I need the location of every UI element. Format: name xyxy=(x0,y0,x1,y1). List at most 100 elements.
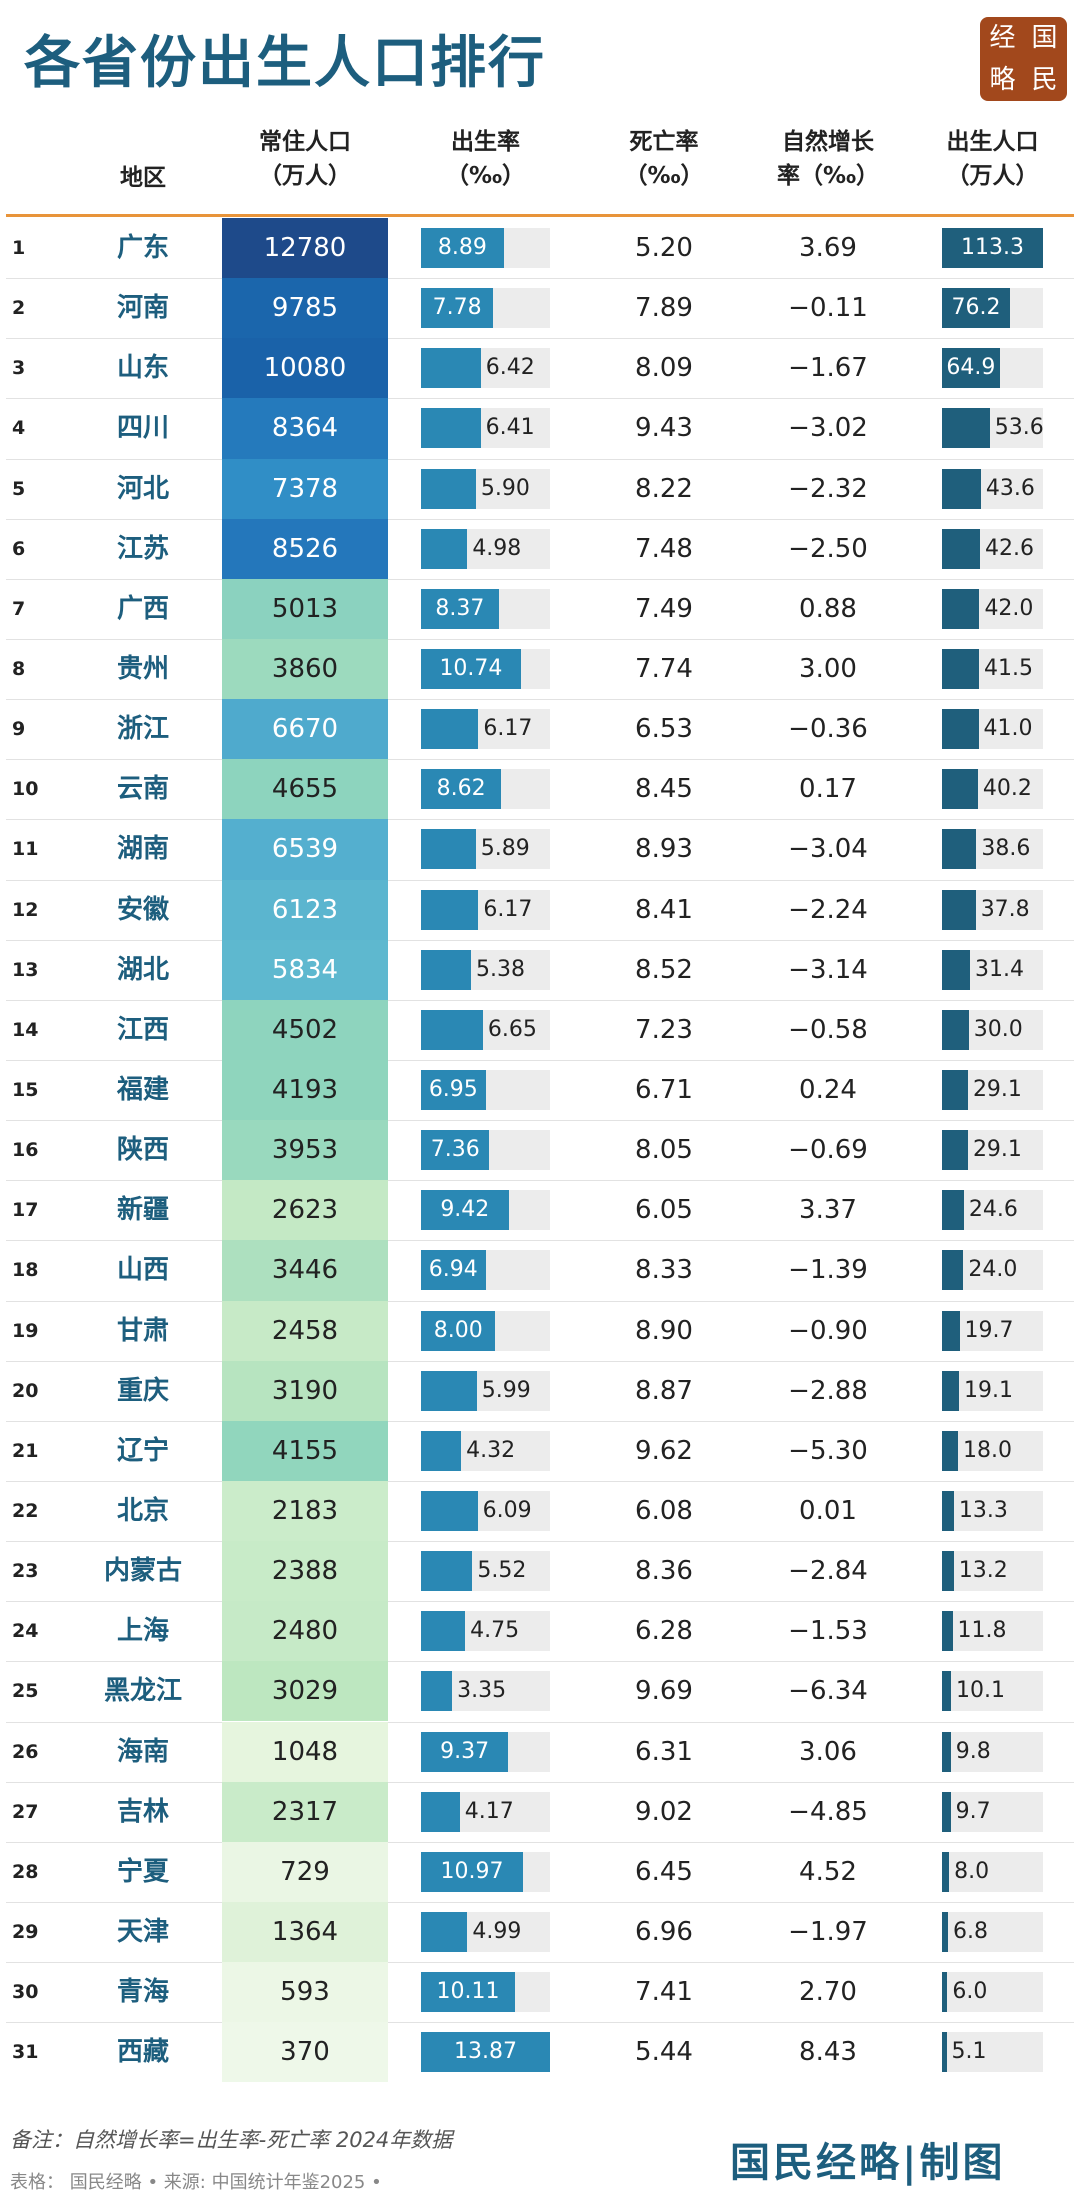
row-separator xyxy=(6,1480,1074,1482)
rank: 15 xyxy=(12,1078,39,1101)
bar-label: 10.97 xyxy=(440,1858,504,1884)
bar xyxy=(942,829,977,870)
bar-label: 6.42 xyxy=(485,355,535,381)
population: 12780 xyxy=(222,218,388,279)
region: 山东 xyxy=(116,353,169,384)
row-separator xyxy=(6,1240,1074,1242)
bar-label: 5.1 xyxy=(951,2039,987,2065)
row-separator xyxy=(6,699,1074,701)
death-rate: 7.23 xyxy=(635,1014,693,1045)
rank: 17 xyxy=(12,1199,39,1222)
bar xyxy=(421,1190,509,1231)
bar xyxy=(942,1671,951,1712)
population: 4502 xyxy=(222,999,388,1060)
population: 3953 xyxy=(222,1120,388,1181)
bar xyxy=(942,228,1043,269)
row-separator xyxy=(6,1120,1074,1122)
death-rate: 7.41 xyxy=(635,1977,693,2008)
bar-track xyxy=(942,1972,1043,2013)
bar xyxy=(942,288,1010,329)
bar-label: 29.1 xyxy=(972,1077,1022,1103)
death-rate: 6.53 xyxy=(635,714,693,745)
region: 河北 xyxy=(116,473,169,504)
logo-char: 民 xyxy=(1031,65,1058,95)
rank: 10 xyxy=(12,778,39,801)
bar-label: 9.37 xyxy=(440,1738,490,1764)
row-separator xyxy=(6,1601,1074,1603)
death-rate: 8.33 xyxy=(635,1255,693,1286)
header-rule xyxy=(6,214,1074,217)
natural-growth: −4.85 xyxy=(788,1796,868,1827)
bar xyxy=(942,1190,964,1231)
natural-growth: −3.14 xyxy=(788,954,868,985)
death-rate: 6.45 xyxy=(635,1856,693,1887)
bar-label: 113.3 xyxy=(961,235,1024,261)
bar-label: 13.3 xyxy=(958,1498,1008,1523)
bar xyxy=(421,649,521,690)
region: 青海 xyxy=(116,1977,169,2008)
population: 2183 xyxy=(222,1480,388,1542)
population: 3446 xyxy=(222,1240,388,1301)
rank: 6 xyxy=(12,537,26,560)
natural-growth: −0.90 xyxy=(788,1315,868,1346)
logo: 经 国 略 民 xyxy=(980,17,1067,101)
logo-char: 略 xyxy=(989,65,1016,95)
bar-label: 6.94 xyxy=(428,1257,478,1283)
death-rate: 6.96 xyxy=(635,1916,693,1947)
bar-label: 5.99 xyxy=(481,1377,531,1403)
row-separator xyxy=(6,278,1074,280)
natural-growth: −3.04 xyxy=(788,834,868,865)
natural-growth: 0.24 xyxy=(799,1074,857,1105)
bar-track xyxy=(942,2032,1043,2073)
bar-label: 9.8 xyxy=(955,1738,991,1764)
death-rate: 8.52 xyxy=(635,954,693,985)
rank: 21 xyxy=(12,1439,39,1462)
bar-label: 10.74 xyxy=(439,656,503,682)
rank: 23 xyxy=(12,1560,39,1583)
bar xyxy=(421,889,479,930)
bar xyxy=(942,649,979,690)
bar-label: 6.95 xyxy=(428,1077,478,1103)
rank: 22 xyxy=(12,1499,39,1522)
population: 2458 xyxy=(222,1300,388,1361)
bar xyxy=(421,1791,460,1832)
bar xyxy=(421,769,502,810)
row-separator xyxy=(6,1059,1074,1061)
natural-growth: 2.70 xyxy=(799,1977,857,2008)
death-rate: 7.89 xyxy=(635,293,693,324)
bar xyxy=(421,468,476,509)
bar-label: 10.11 xyxy=(436,1979,500,2005)
column-header: （万人） xyxy=(259,163,351,189)
bar-label: 18.0 xyxy=(963,1437,1013,1463)
rank: 11 xyxy=(12,838,39,861)
bar-label: 24.6 xyxy=(968,1197,1018,1223)
death-rate: 8.09 xyxy=(635,353,693,384)
region: 山西 xyxy=(116,1255,169,1286)
bar xyxy=(942,1430,959,1471)
source: 表格： 国民经略 • 来源: 中国统计年鉴2025 • xyxy=(10,2172,382,2193)
bar xyxy=(421,2032,550,2073)
bar-label: 5.90 xyxy=(480,475,530,501)
bar xyxy=(421,1009,483,1050)
bar xyxy=(421,1671,453,1712)
region: 上海 xyxy=(116,1616,169,1647)
bar xyxy=(421,1370,477,1411)
death-rate: 8.93 xyxy=(635,834,693,865)
rank: 8 xyxy=(12,657,26,680)
bar-label: 42.0 xyxy=(984,595,1034,621)
region: 浙江 xyxy=(116,714,169,745)
rank: 19 xyxy=(12,1319,39,1342)
region: 安徽 xyxy=(116,894,169,925)
rank: 13 xyxy=(12,958,39,981)
column-header: （万人） xyxy=(946,163,1039,189)
death-rate: 8.87 xyxy=(635,1375,693,1406)
rank: 5 xyxy=(12,477,26,500)
bar xyxy=(421,1611,466,1652)
death-rate: 7.49 xyxy=(635,593,693,624)
death-rate: 8.41 xyxy=(635,894,693,925)
population: 370 xyxy=(222,2022,388,2083)
region: 四川 xyxy=(116,413,169,444)
bar xyxy=(421,1070,486,1111)
bar xyxy=(421,1250,486,1291)
